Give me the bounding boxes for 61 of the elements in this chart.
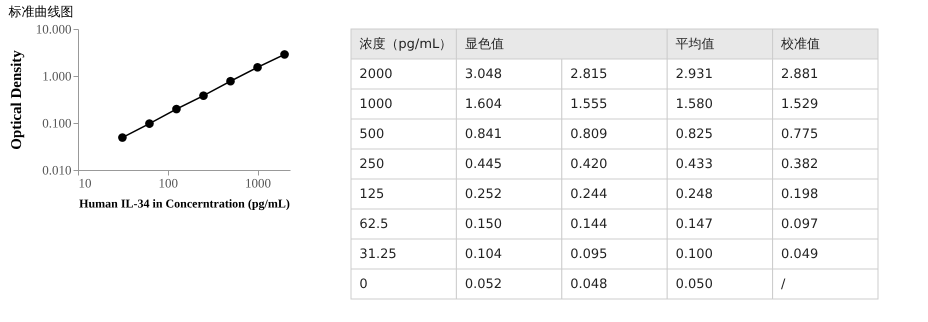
- text: 0.244: [570, 187, 608, 202]
- text: 1.529: [781, 97, 818, 112]
- text: 125: [359, 187, 384, 202]
- text: 1.604: [464, 97, 502, 112]
- text: 0.048: [570, 277, 608, 292]
- text: 0.248: [676, 187, 713, 202]
- y-tick-label: 10.000: [36, 22, 72, 36]
- point: [280, 50, 289, 59]
- x-tick-label: 100: [158, 176, 178, 190]
- point: [199, 91, 208, 100]
- text: 2000: [359, 67, 393, 82]
- y-tick-label: 1.000: [42, 68, 72, 84]
- text: 0.104: [464, 247, 502, 262]
- text: 0.445: [464, 157, 502, 172]
- text: 31.25: [359, 247, 397, 262]
- text: 0.433: [676, 157, 713, 172]
- x-axis-title: Human IL-34 in Concerntration (pg/mL): [79, 196, 290, 210]
- text: 250: [359, 157, 384, 172]
- point: [226, 76, 235, 86]
- y-axis-title: Optical Density: [8, 50, 25, 150]
- point: [145, 119, 154, 128]
- text: 0.050: [676, 277, 713, 292]
- text: 0.144: [570, 217, 608, 232]
- text: 0.841: [464, 127, 502, 142]
- point: [172, 104, 181, 114]
- text: 0.052: [464, 277, 502, 292]
- text: 0: [359, 277, 368, 292]
- text: 62.5: [359, 217, 388, 232]
- text: 0.100: [676, 247, 713, 262]
- text: 0.775: [781, 127, 818, 142]
- text: /: [781, 277, 786, 292]
- text: 500: [359, 127, 384, 142]
- text: 2.815: [570, 67, 608, 82]
- text: 3.048: [464, 67, 502, 82]
- text: 浓度（pg/mL）: [359, 37, 452, 52]
- text: 2.881: [781, 67, 818, 82]
- text: 2.931: [676, 67, 713, 82]
- y-tick-label: 0.100: [42, 116, 72, 130]
- text: 平均值: [676, 37, 715, 52]
- text: 0.382: [781, 157, 818, 172]
- text: 显色值: [464, 37, 504, 52]
- text: 校准值: [781, 37, 820, 52]
- text: 0.198: [781, 187, 818, 202]
- text: 0.420: [570, 157, 608, 172]
- text: 0.095: [570, 247, 608, 262]
- x-tick-label: 1000: [245, 176, 272, 190]
- point: [118, 133, 127, 142]
- text: 0.809: [570, 127, 608, 142]
- text: 1.555: [570, 97, 608, 112]
- x-tick-label: 10: [78, 176, 92, 190]
- text: 0.049: [781, 247, 818, 262]
- text: 0.097: [781, 217, 818, 232]
- text: 0.252: [464, 187, 502, 202]
- text: 1.580: [676, 97, 713, 112]
- text: 1000: [359, 97, 393, 112]
- text: 0.147: [676, 217, 713, 232]
- point: [253, 63, 262, 72]
- text: 0.150: [464, 217, 502, 232]
- y-tick-label: 0.010: [42, 162, 72, 178]
- chart-title: 标准曲线图: [7, 5, 74, 20]
- text: 0.825: [676, 127, 713, 142]
